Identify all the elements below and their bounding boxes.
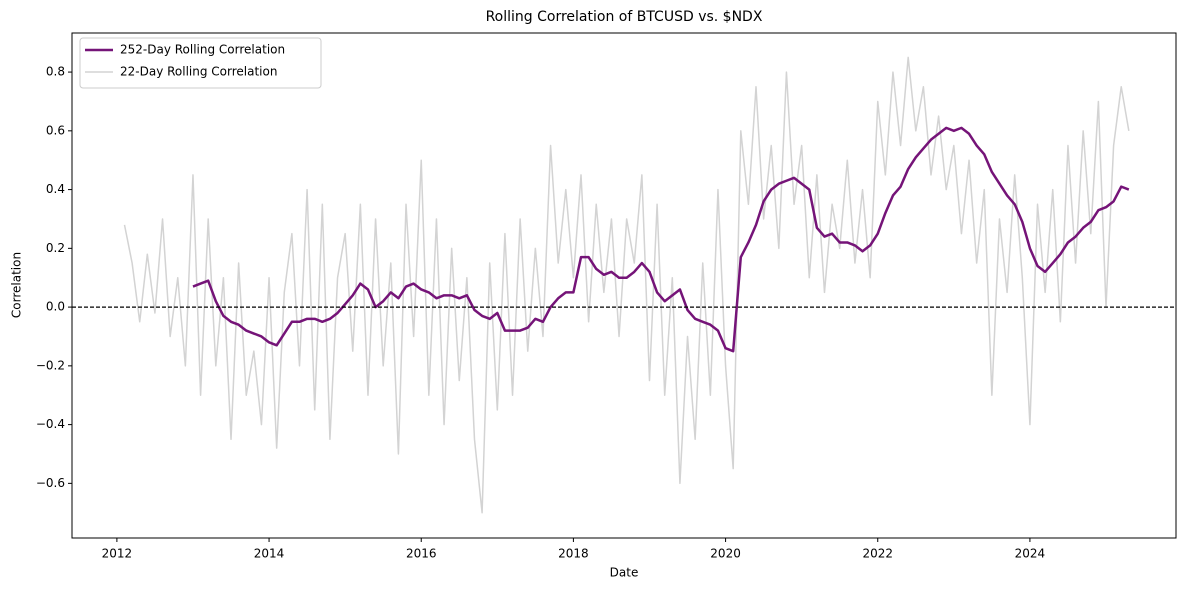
x-axis-label: Date xyxy=(610,566,639,580)
series-line xyxy=(123,56,1130,514)
series-line xyxy=(192,126,1130,353)
legend-label: 252-Day Rolling Correlation xyxy=(120,43,285,57)
plot-frame xyxy=(71,32,1177,539)
x-tick-label: 2016 xyxy=(406,547,437,561)
y-tick-label: 0.0 xyxy=(46,300,65,314)
y-axis-label: Correlation xyxy=(10,252,24,318)
y-tick-label: 0.8 xyxy=(46,65,65,79)
y-tick-label: 0.2 xyxy=(46,241,65,255)
x-tick-label: 2018 xyxy=(558,547,589,561)
legend-label: 22-Day Rolling Correlation xyxy=(120,65,277,79)
legend-box xyxy=(79,37,322,89)
x-tick-label: 2014 xyxy=(254,547,285,561)
y-tick-label: −0.2 xyxy=(36,358,65,372)
chart-title: Rolling Correlation of BTCUSD vs. $NDX xyxy=(486,9,763,25)
x-tick-label: 2012 xyxy=(102,547,133,561)
x-tick-label: 2020 xyxy=(710,547,741,561)
x-tick-label: 2024 xyxy=(1015,547,1046,561)
y-tick-label: 0.4 xyxy=(46,182,65,196)
x-tick-label: 2022 xyxy=(862,547,893,561)
y-tick-label: −0.4 xyxy=(36,417,65,431)
y-tick-label: −0.6 xyxy=(36,476,65,490)
y-tick-label: 0.6 xyxy=(46,123,65,137)
